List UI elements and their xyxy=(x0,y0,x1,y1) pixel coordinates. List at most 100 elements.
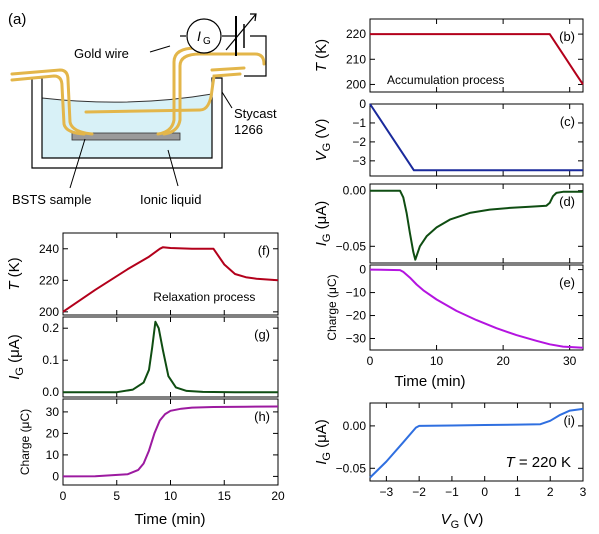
annotation-rest: = 220 K xyxy=(515,454,571,471)
plot-frame-c xyxy=(369,103,584,177)
label-bsts-sample: BSTS sample xyxy=(12,192,91,207)
y-axis-var: I xyxy=(313,461,330,465)
y-axis-var: V xyxy=(313,149,330,161)
y-axis-sub: G xyxy=(14,367,26,376)
y-tick-label: 0.0 xyxy=(42,385,59,399)
bsts-sample-icon xyxy=(71,132,181,141)
bottom-x-axis-label: VG (V) xyxy=(441,511,484,531)
setup-diagram: (a) I G Gol xyxy=(8,11,277,207)
x-tick-label: 0 xyxy=(481,485,488,499)
y-tick-label: 200 xyxy=(39,305,59,319)
y-tick-label: 210 xyxy=(346,52,366,66)
y-tick-label: 200 xyxy=(346,77,366,91)
y-tick-label: −30 xyxy=(346,332,367,346)
y-tick-label: −20 xyxy=(346,309,367,323)
y-tick-label: 220 xyxy=(346,27,366,41)
x-tick-label: 30 xyxy=(563,354,577,368)
left-x-axis-label: Time (min) xyxy=(134,511,205,528)
plot-frame-e xyxy=(369,264,584,351)
panel-h: 0 5 10 15 20 0 10 20 30 Charge (μC) (h) xyxy=(18,398,285,503)
annotation-var: T xyxy=(506,454,517,471)
panel-label: (d) xyxy=(559,194,575,209)
gold-wire-icon xyxy=(10,46,266,136)
panel-c: −3 −2 −1 0 VG (V) (c) xyxy=(313,97,584,177)
y-tick-label: 0 xyxy=(359,263,366,277)
y-tick-label: 0.1 xyxy=(42,353,59,367)
y-tick-label: 0.00 xyxy=(343,184,367,198)
x-tick-label: 10 xyxy=(430,354,444,368)
series-line-e xyxy=(369,268,584,349)
y-tick-label: 0.00 xyxy=(343,419,367,433)
y-tick-label: −0.05 xyxy=(336,239,367,253)
y-axis-label: Charge (μC) xyxy=(325,274,339,340)
x-tick-label: 1 xyxy=(514,485,521,499)
panel-label: (f) xyxy=(258,243,270,258)
panel-label-a: (a) xyxy=(8,11,26,28)
y-tick-label: 0 xyxy=(359,97,366,111)
ionic-liquid-fill xyxy=(42,94,212,158)
y-axis-unit: (K) xyxy=(6,257,23,281)
series-line-b xyxy=(370,33,584,85)
x-tick-label: −3 xyxy=(380,485,394,499)
x-tick-label: 20 xyxy=(496,354,510,368)
panel-label: (c) xyxy=(560,114,575,129)
bottom-x-axis-var: V xyxy=(441,511,453,528)
gold-wire-pointer xyxy=(149,45,171,53)
y-axis-label: Charge (μC) xyxy=(18,409,32,475)
chart-annotation: T = 220 K xyxy=(506,454,571,471)
stycast-pointer xyxy=(221,91,233,109)
series-line-c xyxy=(369,103,583,172)
x-tick-label: 0 xyxy=(60,489,67,503)
label-stycast: Stycast xyxy=(234,106,277,121)
y-tick-label: 0.2 xyxy=(42,321,59,335)
bottom-x-axis-unit: (V) xyxy=(459,511,483,528)
x-tick-label: 20 xyxy=(271,489,285,503)
panel-f: 200 220 240 T (K) (f) Relaxation process xyxy=(6,232,279,319)
y-axis-label: T (K) xyxy=(313,39,330,72)
panel-g: 0.0 0.1 0.2 IG (μA) (g) xyxy=(6,316,279,399)
y-axis-unit: (μA) xyxy=(313,201,330,234)
panel-b: 200 210 220 T (K) (b) Accumulation process xyxy=(313,18,584,93)
panel-label: (e) xyxy=(559,275,575,290)
bottom-x-axis-sub: G xyxy=(451,519,460,531)
y-tick-label: −10 xyxy=(346,286,367,300)
container-icon xyxy=(31,77,223,169)
x-tick-label: 0 xyxy=(367,354,374,368)
y-axis-unit: (μA) xyxy=(6,334,23,367)
circuit xyxy=(180,13,267,77)
y-axis-var: I xyxy=(6,376,23,380)
y-tick-label: −1 xyxy=(352,116,366,130)
liquid-pointer xyxy=(167,149,179,187)
sample-pointer xyxy=(69,138,86,189)
plot-frame-i xyxy=(369,402,584,482)
y-axis-unit: (K) xyxy=(313,39,330,63)
y-axis-var: T xyxy=(313,61,330,72)
y-axis-label: IG (μA) xyxy=(6,334,26,380)
panel-label: (g) xyxy=(254,327,270,342)
y-tick-label: 30 xyxy=(46,405,60,419)
series-line-f xyxy=(62,246,279,313)
y-axis-sub: G xyxy=(321,452,333,461)
x-tick-label: 2 xyxy=(547,485,554,499)
y-axis-label: IG (μA) xyxy=(313,419,333,465)
y-axis-var: T xyxy=(6,280,23,291)
plot-frame-b xyxy=(369,18,584,93)
x-tick-label: 3 xyxy=(580,485,587,499)
series-line-h xyxy=(62,405,279,478)
label-gold-wire: Gold wire xyxy=(74,46,129,61)
ammeter-symbol: I xyxy=(197,28,201,44)
x-tick-label: −2 xyxy=(412,485,426,499)
plot-frame-g xyxy=(62,316,279,398)
y-axis-unit: (V) xyxy=(313,119,330,143)
y-axis-label: T (K) xyxy=(6,257,23,290)
y-axis-unit: (μA) xyxy=(313,419,330,452)
panel-label: (h) xyxy=(254,409,270,424)
panel-e: 0 10 20 30 0 −10 −20 −30 Charge (μC) (e) xyxy=(325,263,584,368)
plot-frame-d xyxy=(369,183,584,264)
label-stycast-number: 1266 xyxy=(234,122,263,137)
ammeter-icon xyxy=(186,18,222,54)
y-tick-label: 0 xyxy=(52,469,59,483)
chart-annotation: Relaxation process xyxy=(153,290,255,304)
chart-annotation: Accumulation process xyxy=(387,73,504,87)
